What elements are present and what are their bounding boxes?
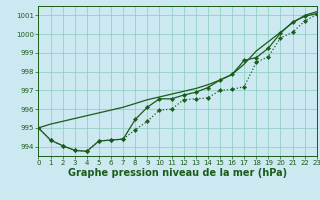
X-axis label: Graphe pression niveau de la mer (hPa): Graphe pression niveau de la mer (hPa) [68, 168, 287, 178]
